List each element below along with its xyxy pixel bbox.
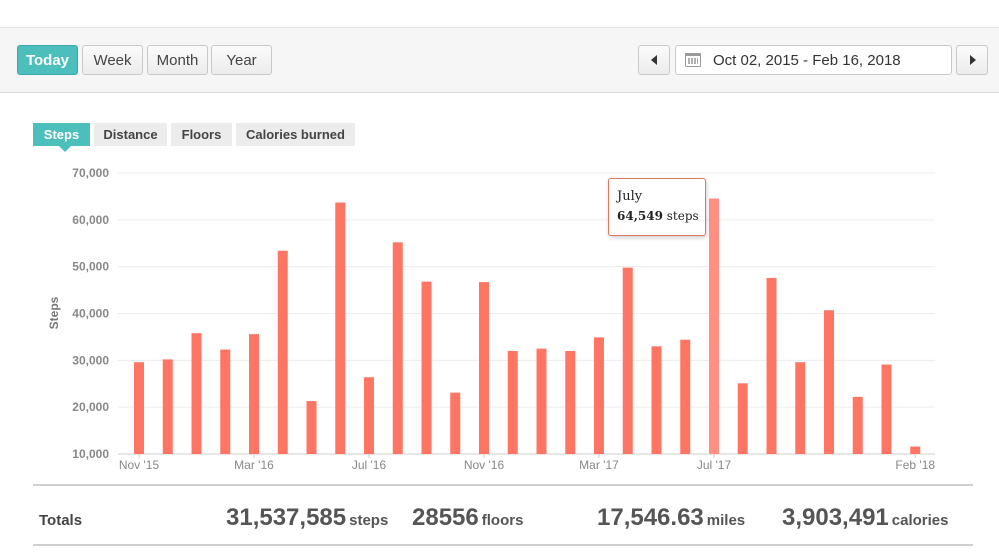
total-floors-unit: floors [481, 512, 524, 529]
tooltip-value-line: 64,549 steps [617, 209, 699, 223]
total-steps-value: 31,537,585 [226, 504, 347, 531]
bar[interactable] [737, 383, 748, 454]
y-tick-label: 50,000 [72, 260, 109, 274]
bar[interactable] [364, 377, 374, 454]
totals-row: Totals 31,537,585 steps 28556 floors 17,54… [33, 484, 973, 546]
bar[interactable] [277, 250, 288, 454]
y-axis-label: Steps [47, 296, 61, 329]
x-tick-label: Jul '16 [352, 458, 387, 472]
tab-floors[interactable]: Floors [171, 123, 232, 146]
bar[interactable] [306, 401, 317, 454]
y-tick-label: 70,000 [72, 166, 109, 180]
total-miles-value: 17,546.63 [597, 504, 704, 531]
x-tick-label: Mar '17 [579, 458, 619, 472]
next-range-button[interactable] [956, 45, 988, 75]
tooltip-label: July [617, 189, 643, 204]
bar[interactable] [795, 362, 806, 454]
total-floors: 28556 floors [412, 504, 523, 532]
tab-calories-burned[interactable]: Calories burned [236, 123, 355, 146]
total-calories-unit: calories [891, 512, 949, 529]
bar[interactable] [852, 396, 863, 454]
bar[interactable] [162, 359, 173, 454]
bar[interactable] [134, 362, 144, 454]
tooltip-value: 64,549 [617, 209, 663, 223]
bar[interactable] [709, 198, 719, 454]
bar[interactable] [680, 339, 691, 454]
bar[interactable] [651, 346, 662, 454]
bar[interactable] [450, 392, 461, 454]
total-calories-value: 3,903,491 [782, 504, 889, 531]
y-tick-label: 40,000 [72, 307, 109, 321]
bar[interactable] [249, 334, 259, 454]
total-miles-unit: miles [706, 512, 746, 529]
y-tick-label: 10,000 [72, 447, 109, 461]
x-tick-label: Mar '16 [234, 458, 274, 472]
chevron-right-icon [970, 55, 976, 65]
bar[interactable] [507, 350, 518, 454]
toolbar: Today Week Month Year Oct 02, 2015 - Feb… [0, 27, 999, 93]
bar[interactable] [421, 281, 432, 454]
totals-label: Totals [39, 512, 83, 529]
range-button-today[interactable]: Today [17, 45, 78, 75]
previous-range-button[interactable] [638, 45, 670, 75]
total-calories: 3,903,491 calories [782, 504, 949, 532]
range-button-week[interactable]: Week [82, 45, 143, 75]
y-tick-label: 30,000 [72, 353, 109, 367]
total-miles: 17,546.63 miles [597, 504, 745, 532]
x-tick-label: Feb '18 [895, 458, 935, 472]
chevron-left-icon [651, 55, 657, 65]
x-tick-label: Nov '15 [119, 458, 160, 472]
bar[interactable] [881, 364, 892, 454]
bar[interactable] [565, 350, 576, 454]
bar[interactable] [536, 348, 547, 454]
bar[interactable] [622, 267, 633, 454]
total-floors-value: 28556 [412, 504, 479, 531]
x-tick-label: Nov '16 [464, 458, 505, 472]
date-range-text: Oct 02, 2015 - Feb 16, 2018 [713, 52, 901, 69]
total-steps-unit: steps [349, 512, 389, 529]
range-button-year[interactable]: Year [211, 45, 272, 75]
x-tick-label: Jul '17 [697, 458, 732, 472]
calendar-icon [685, 53, 701, 67]
tooltip: July 64,549 steps [608, 178, 706, 236]
bar[interactable] [335, 202, 346, 454]
bar[interactable] [479, 282, 489, 454]
y-tick-label: 20,000 [72, 400, 109, 414]
bar[interactable] [220, 349, 231, 454]
bar[interactable] [766, 277, 777, 454]
bar[interactable] [910, 446, 921, 454]
date-range-picker[interactable]: Oct 02, 2015 - Feb 16, 2018 [675, 45, 952, 75]
tab-distance[interactable]: Distance [94, 123, 167, 146]
tooltip-unit: steps [666, 209, 699, 223]
total-steps: 31,537,585 steps [226, 504, 388, 532]
bar[interactable] [824, 310, 834, 454]
bar[interactable] [191, 333, 202, 454]
tab-steps[interactable]: Steps [33, 123, 90, 152]
bar[interactable] [392, 242, 403, 454]
bar[interactable] [594, 337, 604, 454]
range-button-month[interactable]: Month [147, 45, 208, 75]
y-tick-label: 60,000 [72, 213, 109, 227]
